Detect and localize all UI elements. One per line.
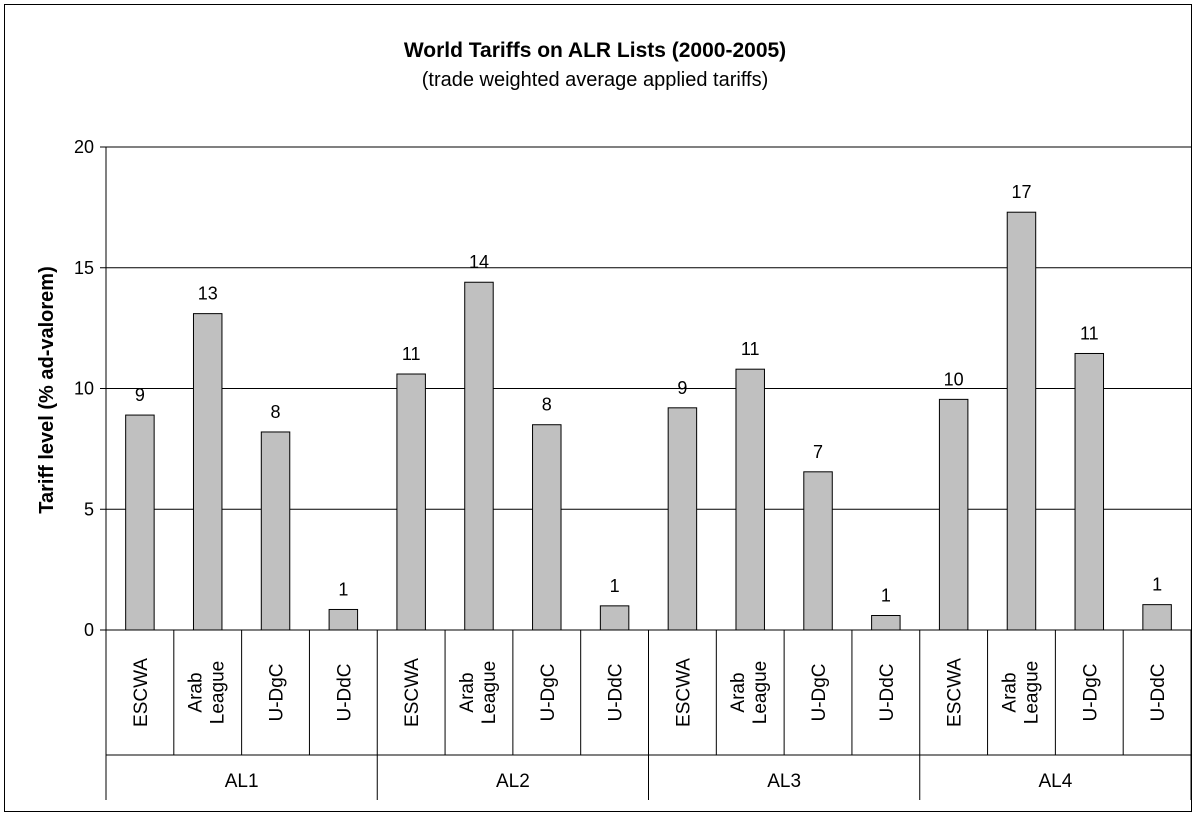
data-label: 14 xyxy=(469,252,489,272)
data-label: 1 xyxy=(881,586,891,606)
group-label: AL2 xyxy=(496,771,530,792)
plot-area: 051015209ESCWA13ArabLeague8U-DgC1U-DdCAL… xyxy=(74,137,1192,800)
y-tick-label: 5 xyxy=(84,499,94,519)
bar xyxy=(1142,604,1172,631)
category-label: U-DgC xyxy=(809,663,830,721)
category-label-line: Arab xyxy=(728,672,749,712)
category-label-line: Arab xyxy=(186,672,207,712)
group-label: AL4 xyxy=(1038,771,1072,792)
chart-subtitle: (trade weighted average applied tariffs) xyxy=(422,69,769,91)
group-label: AL3 xyxy=(767,771,801,792)
bar xyxy=(871,615,901,631)
bar xyxy=(260,431,291,631)
bar xyxy=(464,281,494,631)
data-label: 9 xyxy=(135,385,145,405)
bar xyxy=(803,471,833,631)
y-tick-label: 20 xyxy=(74,137,94,157)
chart-svg: World Tariffs on ALR Lists (2000-2005) (… xyxy=(36,39,1192,800)
bar xyxy=(938,398,969,631)
bar xyxy=(1006,211,1037,631)
category-label: U-DgC xyxy=(538,663,559,721)
category-label: U-DdC xyxy=(334,663,355,721)
category-label-line: League xyxy=(479,661,500,724)
data-label: 13 xyxy=(198,284,218,304)
data-label: 1 xyxy=(1152,575,1162,595)
category-label-line: Arab xyxy=(457,672,478,712)
bar xyxy=(599,605,630,631)
bar xyxy=(532,424,562,631)
chart-title: World Tariffs on ALR Lists (2000-2005) xyxy=(404,39,786,62)
category-label-line: League xyxy=(1021,661,1042,724)
data-label: 1 xyxy=(610,576,620,596)
y-tick-label: 15 xyxy=(74,258,94,278)
data-label: 8 xyxy=(271,402,281,422)
group-label: AL1 xyxy=(225,771,259,792)
data-label: 7 xyxy=(813,442,823,462)
category-label: U-DdC xyxy=(877,663,898,721)
category-label: U-DgC xyxy=(267,663,288,721)
y-tick-label: 10 xyxy=(74,379,94,399)
y-tick-label: 0 xyxy=(84,620,94,640)
data-label: 1 xyxy=(338,579,348,599)
data-label: 11 xyxy=(1080,323,1099,343)
chart-frame: World Tariffs on ALR Lists (2000-2005) (… xyxy=(4,4,1192,812)
data-label: 17 xyxy=(1011,182,1031,202)
category-label: ESCWA xyxy=(945,658,966,727)
bar xyxy=(396,373,426,631)
category-label: ESCWA xyxy=(131,658,152,727)
category-label-line: League xyxy=(208,661,229,724)
category-label: U-DgC xyxy=(1080,663,1101,721)
data-label: 11 xyxy=(402,344,421,364)
bar xyxy=(192,313,223,631)
bar xyxy=(735,368,765,631)
data-label: 8 xyxy=(542,395,552,415)
bar xyxy=(667,407,698,631)
bar xyxy=(125,414,155,631)
category-label: ArabLeague xyxy=(186,661,229,724)
category-label: U-DdC xyxy=(606,663,627,721)
category-label: ArabLeague xyxy=(999,661,1042,724)
bar xyxy=(328,608,359,631)
category-label: ArabLeague xyxy=(728,661,771,724)
bar xyxy=(1074,352,1105,631)
category-label: ESCWA xyxy=(402,658,423,727)
data-label: 10 xyxy=(944,369,964,389)
category-label: ESCWA xyxy=(673,658,694,727)
data-label: 9 xyxy=(677,378,687,398)
category-label: U-DdC xyxy=(1148,663,1169,721)
y-axis-label: Tariff level (% ad-valorem) xyxy=(36,266,58,513)
category-label-line: Arab xyxy=(999,672,1020,712)
category-label: ArabLeague xyxy=(457,661,500,724)
category-label-line: League xyxy=(750,661,771,724)
data-label: 11 xyxy=(741,339,760,359)
